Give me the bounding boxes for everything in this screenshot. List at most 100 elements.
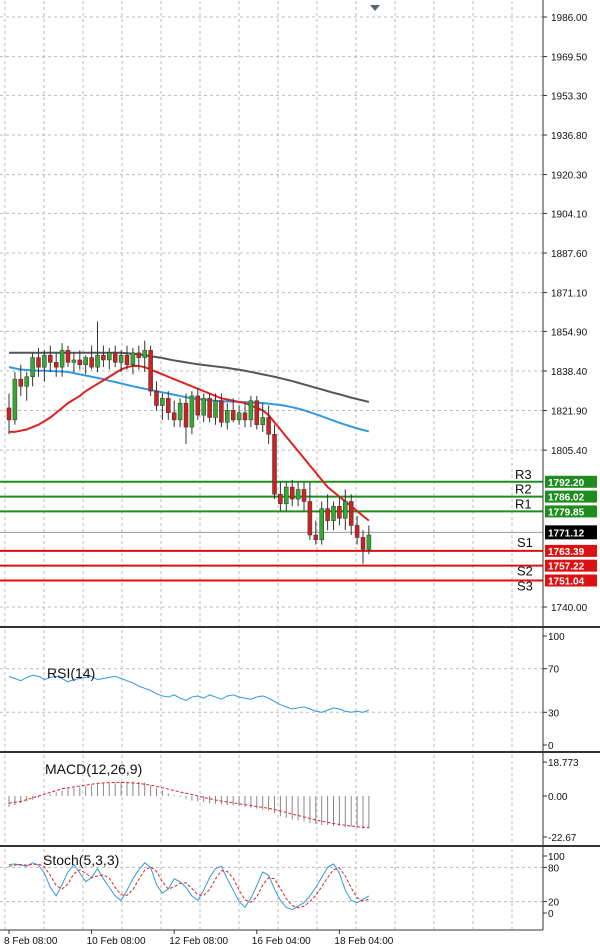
stoch-k-line: [8, 862, 370, 911]
rsi-title: RSI(14): [47, 665, 95, 681]
level-badge-r3: 1792.20: [545, 475, 597, 489]
candle: [343, 489, 348, 531]
candle-body: [89, 357, 94, 368]
level-label-r1: R1: [515, 496, 532, 511]
candle: [272, 424, 277, 500]
candle: [48, 345, 53, 372]
candle: [36, 347, 41, 377]
macd-tick-label: -22.67: [548, 833, 577, 844]
price-tick-label: 1740.00: [551, 603, 588, 614]
candle-body: [219, 400, 224, 423]
candle-body: [77, 359, 83, 366]
candle-body: [166, 398, 171, 413]
candle-body: [201, 398, 206, 416]
time-tick-label: 16 Feb 04:00: [252, 936, 311, 947]
candle-body: [65, 350, 71, 363]
candle: [183, 393, 189, 444]
candle-body: [348, 501, 354, 526]
candle: [53, 352, 59, 377]
candle: [213, 393, 218, 425]
candle-body: [160, 398, 165, 406]
candle: [225, 403, 230, 430]
candle: [289, 479, 295, 507]
candle-body: [24, 376, 29, 387]
candle: [307, 482, 313, 540]
price-tick-label: 1838.40: [551, 367, 588, 378]
level-badge-text: 1757.22: [548, 562, 585, 573]
candle-body: [59, 350, 65, 368]
candle: [112, 345, 118, 368]
candle: [130, 347, 136, 375]
rsi-line: [8, 674, 370, 713]
candle-body: [30, 357, 35, 377]
candle-body: [207, 398, 212, 418]
candle-body: [36, 357, 41, 368]
candle: [331, 501, 336, 531]
candle: [319, 501, 324, 545]
candle: [360, 530, 366, 564]
candle-body: [130, 352, 136, 366]
candle-body: [177, 402, 183, 421]
candle: [171, 400, 177, 428]
candle: [148, 345, 153, 396]
candle: [18, 364, 24, 396]
level-badge-box: [545, 505, 597, 518]
level-badge-text: 1763.39: [548, 547, 585, 558]
candle: [207, 393, 212, 423]
candle: [337, 496, 342, 526]
candle-body: [118, 354, 124, 363]
candle-body: [337, 506, 342, 519]
price-tick-label: 1854.90: [551, 327, 588, 338]
candle-body: [284, 486, 289, 505]
scroll-marker-icon[interactable]: [370, 5, 380, 11]
candle-body: [112, 352, 118, 363]
candle: [118, 350, 124, 372]
candle-body: [71, 359, 77, 363]
candle: [278, 482, 283, 512]
candle: [83, 355, 88, 375]
indicator-panes: RSI(14) MACD(12,26,9) Stoch(5,3,3): [43, 665, 142, 868]
candle-body: [12, 378, 18, 421]
level-label-r2: R2: [515, 482, 532, 497]
time-tick-label: 10 Feb 08:00: [87, 936, 146, 947]
level-badge-text: 1779.85: [548, 507, 585, 518]
level-badge-box: [545, 574, 597, 587]
candle-body: [254, 400, 260, 425]
ma-mid-line: [8, 366, 370, 433]
price-tick-label: 1904.10: [551, 209, 588, 220]
candle-body: [319, 508, 324, 541]
price-badges: 1792.20 1786.02 1779.85 1763.39 1757.22 1751.…: [545, 475, 597, 588]
candle-body: [295, 489, 301, 500]
macd-signal-line: [8, 781, 369, 829]
candle: [201, 393, 206, 423]
stoch-tick-label: 0: [548, 909, 554, 920]
moving-averages: [8, 351, 370, 911]
candle: [354, 515, 360, 545]
candle: [301, 482, 307, 512]
candle: [59, 343, 65, 377]
time-tick-label: 12 Feb 08:00: [169, 936, 228, 947]
price-tick-label: 1887.60: [551, 249, 588, 260]
candle: [266, 405, 271, 444]
macd-tick-label: 18.773: [548, 758, 579, 769]
candle-body: [307, 501, 313, 536]
candle-body: [360, 537, 366, 550]
candle-body: [189, 395, 195, 428]
candle: [124, 345, 130, 370]
candle-body: [154, 390, 159, 406]
candle-body: [136, 352, 142, 358]
candle-body: [225, 410, 230, 423]
candle-body: [48, 354, 53, 363]
candle-body: [101, 354, 106, 361]
level-label-r3: R3: [515, 467, 532, 482]
candle-body: [242, 412, 248, 421]
candle: [65, 345, 71, 368]
candle-body: [18, 378, 24, 387]
candle-body: [213, 400, 218, 418]
price-tick-label: 1969.50: [551, 53, 588, 64]
candle: [107, 347, 112, 370]
candle-body: [195, 395, 201, 416]
time-tick-label: 18 Feb 04:00: [334, 936, 393, 947]
